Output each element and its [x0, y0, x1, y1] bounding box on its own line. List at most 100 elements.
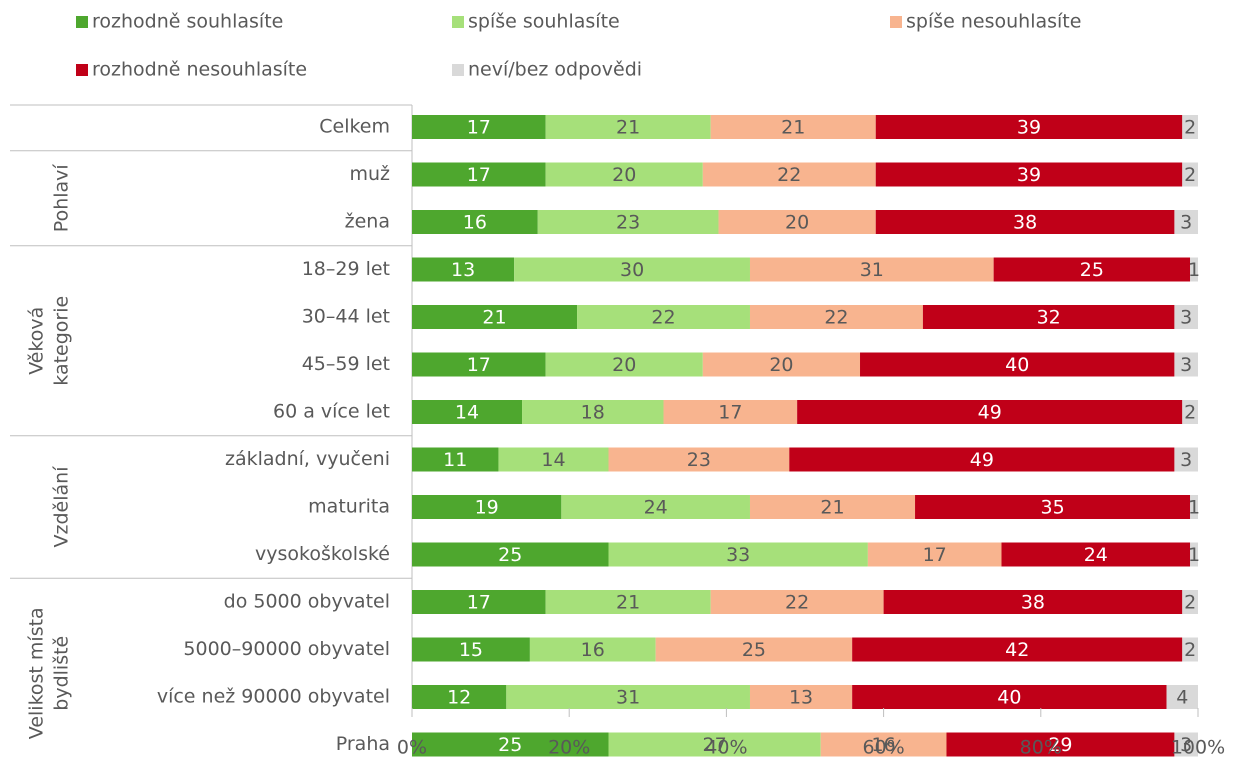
value-label: 1	[1188, 544, 1200, 566]
value-label: 20	[612, 164, 636, 186]
value-label: 19	[475, 497, 499, 519]
value-label: 16	[872, 734, 896, 756]
bar-segment	[412, 352, 546, 377]
bar-segment	[412, 590, 546, 614]
bar-segment	[922, 305, 1175, 329]
bar-segment	[663, 400, 798, 424]
bar-segment	[412, 115, 546, 139]
value-label: 2	[1184, 592, 1196, 614]
bar-segment	[412, 305, 578, 329]
bar-segment	[702, 352, 861, 377]
bar-segment	[545, 162, 703, 187]
bar-segment	[710, 115, 876, 139]
category-label: 30–44 let	[302, 306, 390, 328]
bar-segment	[1182, 590, 1198, 614]
value-label: 33	[726, 544, 750, 566]
bar-segment	[1174, 210, 1198, 234]
bar-segment	[710, 590, 884, 614]
category-label: 60 a více let	[273, 401, 390, 423]
group-label: Věková	[26, 307, 48, 375]
value-label: 30	[620, 259, 644, 281]
value-label: 21	[781, 117, 805, 139]
bar-segment	[749, 305, 923, 329]
x-tick-label: 80%	[1020, 737, 1062, 759]
value-label: 17	[467, 117, 491, 139]
value-label: 17	[718, 402, 742, 424]
bar-segment	[1182, 400, 1198, 424]
value-label: 21	[616, 117, 640, 139]
value-label: 1	[1188, 497, 1200, 519]
group-label: bydliště	[51, 636, 73, 711]
legend-swatch	[76, 64, 88, 76]
bar-segment	[412, 637, 530, 662]
legend-swatch	[890, 16, 902, 28]
value-label: 31	[860, 259, 884, 281]
bar-segment	[789, 447, 1175, 472]
bar-segment	[860, 352, 1175, 377]
group-label: Velikost místa	[26, 607, 48, 739]
value-label: 15	[459, 639, 483, 661]
group-label: Pohlaví	[51, 164, 73, 233]
value-label: 17	[923, 544, 947, 566]
value-label: 24	[644, 497, 668, 519]
value-label: 3	[1180, 212, 1192, 234]
bar-segment	[875, 162, 1183, 187]
value-label: 32	[1037, 307, 1061, 329]
value-label: 38	[1013, 212, 1037, 234]
value-label: 35	[1040, 497, 1064, 519]
value-label: 1	[1188, 259, 1200, 281]
value-label: 21	[820, 497, 844, 519]
value-label: 20	[769, 354, 793, 376]
category-label: Celkem	[319, 116, 390, 138]
bar-segment	[412, 495, 562, 519]
legend-label: neví/bez odpovědi	[468, 59, 642, 81]
bar-segment	[1174, 447, 1198, 472]
bar-segment	[608, 542, 868, 567]
category-label: základní, vyučeni	[225, 448, 390, 470]
value-label: 4	[1176, 687, 1188, 709]
bar-segment	[1190, 257, 1198, 282]
bar-segment	[545, 352, 703, 377]
value-label: 25	[1080, 259, 1104, 281]
bar-segment	[412, 257, 515, 282]
value-label: 17	[467, 354, 491, 376]
group-label: kategorie	[51, 296, 73, 386]
value-label: 16	[581, 639, 605, 661]
bar-segment	[545, 115, 711, 139]
category-label: 45–59 let	[302, 353, 390, 375]
bar-segment	[797, 400, 1183, 424]
value-label: 16	[463, 212, 487, 234]
value-label: 40	[997, 687, 1021, 709]
x-tick-label: 60%	[862, 737, 904, 759]
category-label: maturita	[308, 496, 390, 518]
value-label: 23	[687, 449, 711, 471]
category-label: Praha	[336, 733, 390, 755]
value-label: 22	[651, 307, 675, 329]
bar-segment	[1001, 542, 1191, 567]
bar-segment	[506, 685, 750, 709]
value-label: 27	[703, 734, 727, 756]
value-label: 12	[447, 687, 471, 709]
bar-segment	[608, 732, 821, 757]
value-label: 42	[1005, 639, 1029, 661]
value-label: 3	[1180, 734, 1192, 756]
legend-label: spíše souhlasíte	[468, 11, 620, 33]
value-label: 29	[1048, 734, 1072, 756]
value-label: 14	[455, 402, 479, 424]
bar-segment	[412, 447, 499, 472]
value-label: 38	[1021, 592, 1045, 614]
x-tick-label: 100%	[1171, 737, 1225, 759]
bar-segment	[412, 685, 507, 709]
value-label: 24	[1084, 544, 1108, 566]
bar-segment	[875, 115, 1183, 139]
value-label: 31	[616, 687, 640, 709]
value-label: 39	[1017, 164, 1041, 186]
category-label: 18–29 let	[302, 258, 390, 280]
value-label: 2	[1184, 402, 1196, 424]
bar-segment	[608, 447, 790, 472]
bar-segment	[412, 732, 609, 757]
category-label: vysokoškolské	[255, 543, 390, 565]
value-label: 25	[498, 734, 522, 756]
bar-segment	[529, 637, 656, 662]
